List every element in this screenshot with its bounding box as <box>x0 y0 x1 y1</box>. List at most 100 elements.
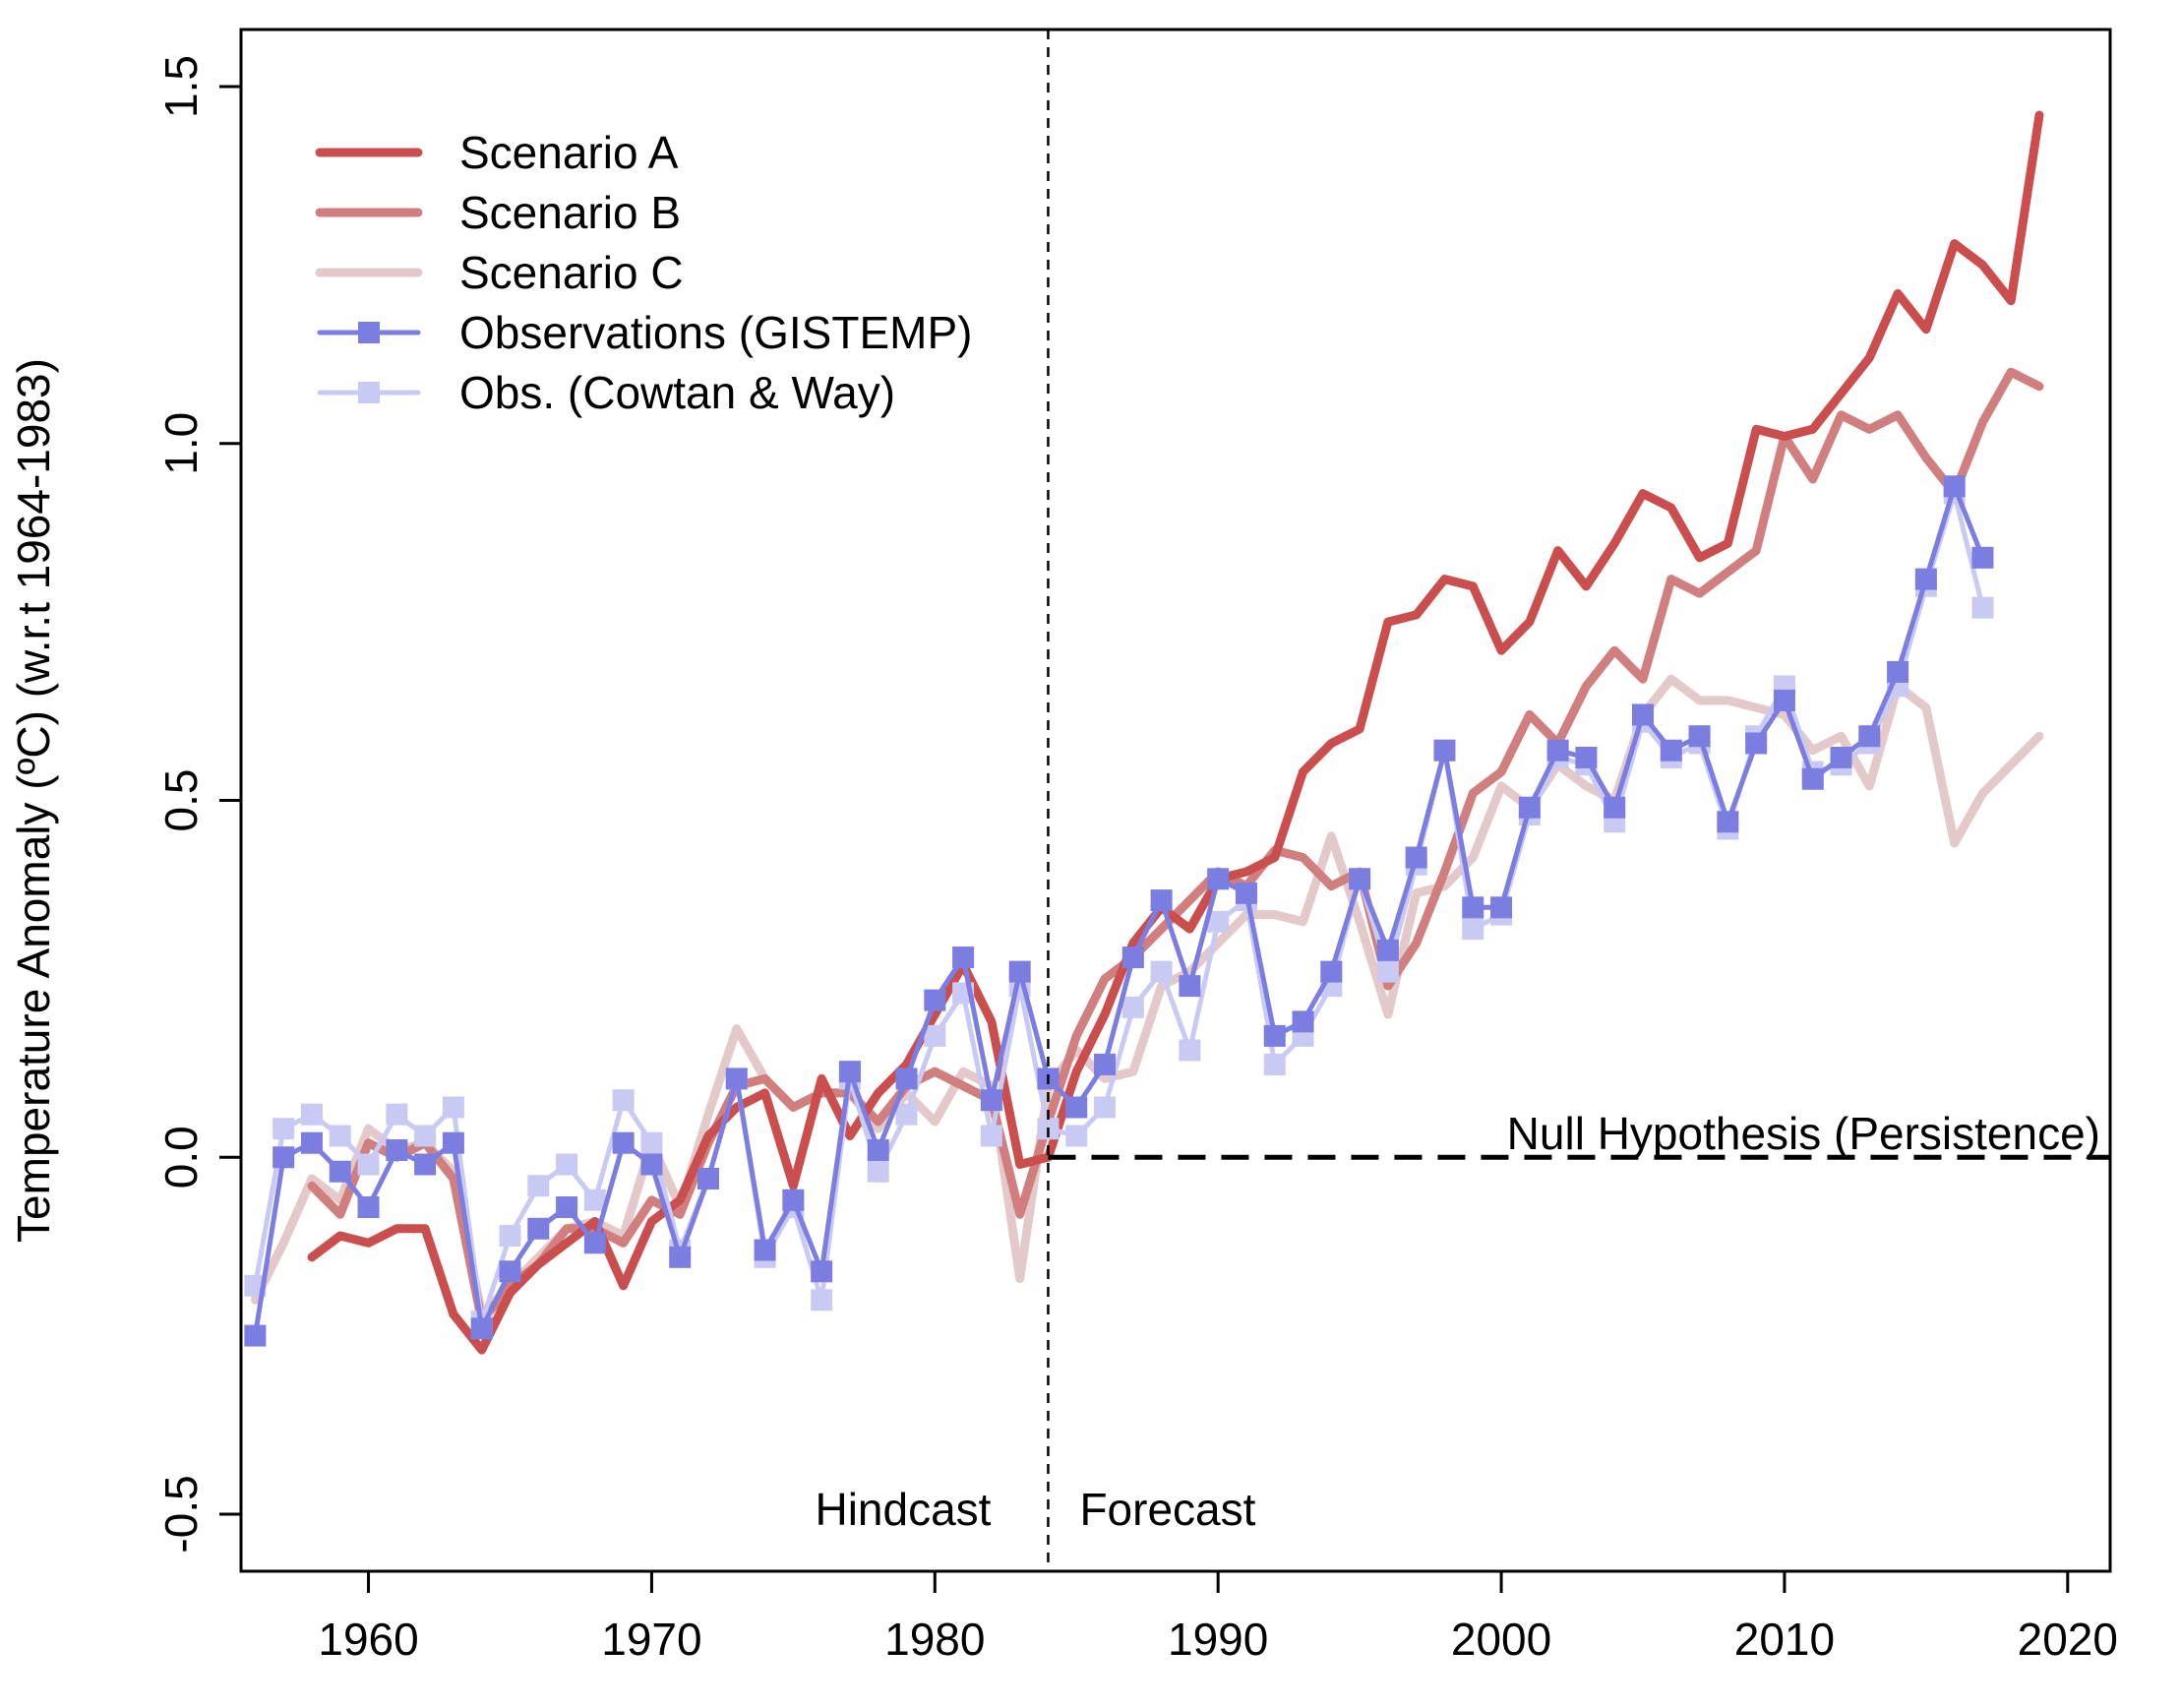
data-point <box>527 1175 550 1197</box>
data-point <box>329 1160 351 1183</box>
data-point <box>1887 660 1909 683</box>
data-point <box>583 1189 606 1211</box>
legend-label: Scenario A <box>459 127 679 178</box>
data-point <box>612 1089 635 1112</box>
data-point <box>1065 1125 1088 1147</box>
data-point <box>1376 960 1399 983</box>
y-tick-label: 0.5 <box>155 769 207 832</box>
data-point <box>640 1153 663 1176</box>
data-point <box>1632 703 1654 726</box>
data-point <box>725 1068 748 1090</box>
data-point <box>1179 1039 1201 1062</box>
data-point <box>811 1289 833 1312</box>
data-point <box>1207 868 1230 890</box>
legend-label: Scenario B <box>459 187 681 238</box>
legend-label: Observations (GISTEMP) <box>459 307 972 358</box>
data-point <box>1462 918 1484 941</box>
data-point <box>300 1103 323 1126</box>
data-point <box>1717 811 1739 833</box>
x-tick-label: 1970 <box>601 1614 701 1665</box>
data-point <box>1065 1096 1088 1119</box>
data-point <box>442 1131 464 1154</box>
data-point <box>952 946 975 969</box>
data-point <box>272 1118 295 1140</box>
data-point <box>414 1125 437 1147</box>
data-point <box>1405 846 1427 869</box>
data-point <box>1914 568 1937 590</box>
data-point <box>1320 960 1343 983</box>
data-point <box>782 1189 805 1211</box>
data-point <box>1150 889 1173 912</box>
series-observations-gistemp <box>244 475 1994 1347</box>
data-point <box>1008 960 1031 983</box>
data-point <box>1688 725 1711 748</box>
data-point <box>1773 689 1795 711</box>
data-point <box>1858 725 1881 748</box>
legend-label: Scenario C <box>459 247 684 298</box>
data-point <box>1462 896 1484 919</box>
data-point <box>556 1153 578 1176</box>
data-point <box>1801 767 1824 790</box>
legend-item: Observations (GISTEMP) <box>317 307 972 358</box>
x-tick-label: 1980 <box>884 1614 985 1665</box>
y-axis: -0.5 0.0 0.5 1.0 1.5 <box>155 55 241 1554</box>
data-point <box>386 1103 408 1126</box>
data-point <box>1433 739 1456 762</box>
data-point <box>1518 796 1541 819</box>
y-axis-title: Temperature Anomaly (ºC) (w.r.t 1964-198… <box>8 358 59 1243</box>
data-point <box>980 1089 1002 1112</box>
data-point <box>1292 1010 1314 1033</box>
x-tick-label: 2020 <box>2018 1614 2118 1665</box>
data-point <box>556 1196 578 1219</box>
data-point <box>357 1196 380 1219</box>
data-point <box>867 1138 889 1161</box>
data-point <box>1263 1024 1286 1047</box>
data-point <box>1971 596 1994 619</box>
data-point <box>499 1225 521 1248</box>
legend-marker <box>358 382 380 403</box>
data-point <box>838 1061 861 1083</box>
y-tick-label: 0.0 <box>155 1126 207 1189</box>
data-point <box>1546 739 1569 762</box>
x-tick-label: 2010 <box>1734 1614 1835 1665</box>
null-hypothesis-label: Null Hypothesis (Persistence) <box>1507 1108 2100 1159</box>
y-tick-label: -0.5 <box>155 1475 207 1553</box>
data-point <box>1971 546 1994 569</box>
data-point <box>329 1125 351 1147</box>
data-point <box>583 1232 606 1254</box>
x-tick-label: 2000 <box>1451 1614 1551 1665</box>
legend-item: Scenario C <box>315 247 684 298</box>
legend: Scenario A Scenario B Scenario C Observatio… <box>315 127 972 418</box>
data-point <box>612 1131 635 1154</box>
data-point <box>1490 896 1513 919</box>
data-point <box>1604 796 1626 819</box>
legend-item: Scenario A <box>315 127 679 178</box>
data-point <box>895 1103 918 1126</box>
data-point <box>442 1096 464 1119</box>
data-point <box>1660 739 1682 762</box>
x-tick-label: 1960 <box>318 1614 418 1665</box>
data-point <box>980 1125 1002 1147</box>
data-point <box>1235 882 1257 904</box>
data-point <box>357 1153 380 1176</box>
data-point <box>1094 1053 1117 1075</box>
data-point <box>895 1068 918 1090</box>
data-point <box>386 1138 408 1161</box>
data-point <box>1349 868 1371 890</box>
data-point <box>867 1160 889 1183</box>
data-point <box>300 1131 323 1154</box>
data-point <box>1150 960 1173 983</box>
data-point <box>697 1167 719 1190</box>
data-point <box>1263 1053 1286 1075</box>
forecast-label: Forecast <box>1079 1484 1255 1535</box>
x-tick-label: 1990 <box>1168 1614 1268 1665</box>
hindcast-label: Hindcast <box>815 1484 991 1535</box>
legend-label: Obs. (Cowtan & Way) <box>459 367 895 418</box>
legend-item: Scenario B <box>315 187 681 238</box>
data-point <box>414 1153 437 1176</box>
data-point <box>754 1239 776 1261</box>
data-point <box>924 1024 946 1047</box>
data-point <box>499 1260 521 1283</box>
